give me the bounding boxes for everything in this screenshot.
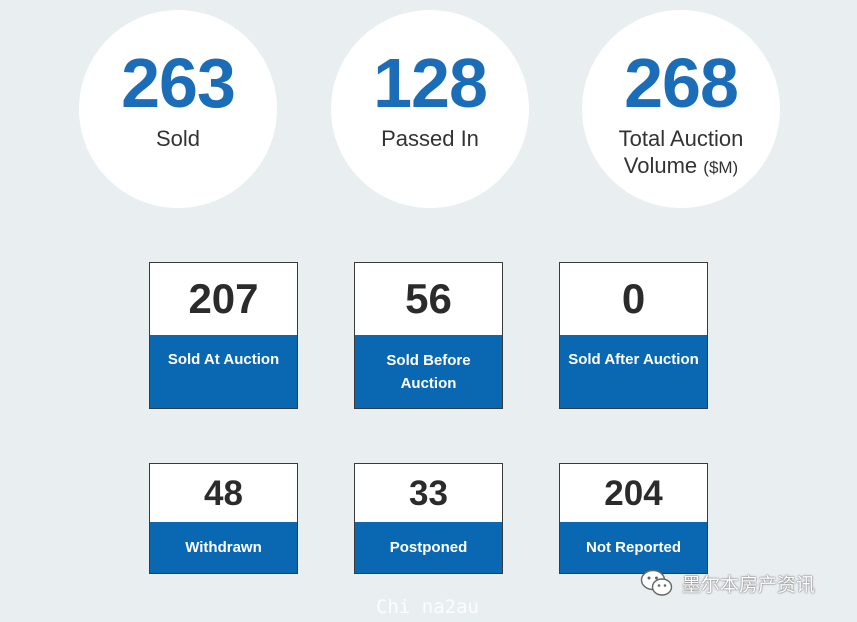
total-volume-stat-circle: 268 Total Auction Volume ($M)	[582, 10, 780, 208]
sold-at-auction-label: Sold At Auction	[150, 335, 297, 408]
sold-after-auction-label: Sold After Auction	[560, 335, 707, 408]
sold-count: 263	[121, 44, 236, 122]
withdrawn-tile: 48 Withdrawn	[149, 463, 298, 574]
site-watermark: Chi na2au	[376, 596, 479, 618]
withdrawn-count: 48	[150, 464, 297, 522]
passed-in-stat-circle: 128 Passed In	[331, 10, 529, 208]
postponed-label: Postponed	[355, 522, 502, 573]
sold-before-auction-tile: 56 Sold Before Auction	[354, 262, 503, 409]
sold-at-auction-tile: 207 Sold At Auction	[149, 262, 298, 409]
total-volume-label-line2: Volume	[623, 153, 698, 178]
passed-in-count: 128	[373, 44, 488, 122]
postponed-tile: 33 Postponed	[354, 463, 503, 574]
withdrawn-label: Withdrawn	[150, 522, 297, 573]
wechat-watermark: 墨尔本房产资讯	[640, 567, 815, 599]
not-reported-tile: 204 Not Reported	[559, 463, 708, 574]
total-volume-value: 268	[624, 44, 739, 122]
not-reported-label: Not Reported	[560, 522, 707, 573]
postponed-count: 33	[355, 464, 502, 522]
sold-label: Sold	[155, 126, 201, 151]
wechat-icon	[640, 569, 673, 596]
sold-before-auction-count: 56	[355, 263, 502, 335]
total-volume-label-line1: Total Auction	[618, 126, 744, 151]
sold-stat-circle: 263 Sold	[79, 10, 277, 208]
passed-in-label: Passed In	[381, 126, 479, 151]
total-volume-unit: ($M)	[703, 158, 739, 177]
total-volume-label: Total Auction Volume ($M)	[582, 125, 780, 181]
sold-before-auction-label: Sold Before Auction	[355, 335, 502, 408]
not-reported-count: 204	[560, 464, 707, 522]
sold-after-auction-tile: 0 Sold After Auction	[559, 262, 708, 409]
wechat-account-name: 墨尔本房产资讯	[682, 573, 816, 596]
sold-at-auction-count: 207	[150, 263, 297, 335]
sold-after-auction-count: 0	[560, 263, 707, 335]
